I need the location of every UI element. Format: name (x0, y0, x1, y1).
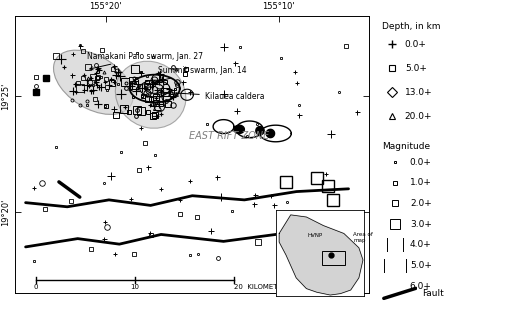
Ellipse shape (54, 50, 133, 114)
Polygon shape (279, 215, 362, 295)
Polygon shape (233, 125, 244, 134)
Text: EAST RIFT ZONE: EAST RIFT ZONE (188, 131, 268, 141)
Polygon shape (266, 129, 274, 138)
Text: Summit swarm, Jan. 14: Summit swarm, Jan. 14 (152, 66, 246, 84)
Text: Namakani Paio swarm, Jan. 27: Namakani Paio swarm, Jan. 27 (87, 52, 203, 70)
Text: Depth, in km: Depth, in km (381, 22, 440, 31)
Text: Fault: Fault (422, 289, 443, 298)
Ellipse shape (115, 61, 185, 128)
Text: 13.0+: 13.0+ (404, 88, 432, 97)
Text: 0.0+: 0.0+ (409, 158, 431, 167)
Text: 6.0+: 6.0+ (409, 282, 431, 291)
Text: 1.0+: 1.0+ (409, 178, 431, 187)
Text: 20  KILOMETERS: 20 KILOMETERS (234, 284, 291, 290)
Text: 0.0+: 0.0+ (404, 40, 426, 49)
Polygon shape (256, 127, 264, 135)
Text: Kilauea caldera: Kilauea caldera (161, 91, 264, 101)
Text: 4.0+: 4.0+ (409, 240, 431, 249)
Text: Magnitude: Magnitude (381, 142, 429, 150)
Text: 2.0+: 2.0+ (409, 199, 431, 208)
Bar (322, 251, 344, 265)
Text: HVNP: HVNP (307, 233, 322, 238)
Text: 10: 10 (130, 284, 139, 290)
Text: 5.0+: 5.0+ (404, 64, 426, 73)
Text: 20.0+: 20.0+ (404, 112, 431, 121)
Text: Area of
map: Area of map (352, 232, 373, 243)
Text: 0: 0 (34, 284, 38, 290)
Text: 3.0+: 3.0+ (409, 220, 431, 229)
Text: 5.0+: 5.0+ (409, 261, 431, 270)
